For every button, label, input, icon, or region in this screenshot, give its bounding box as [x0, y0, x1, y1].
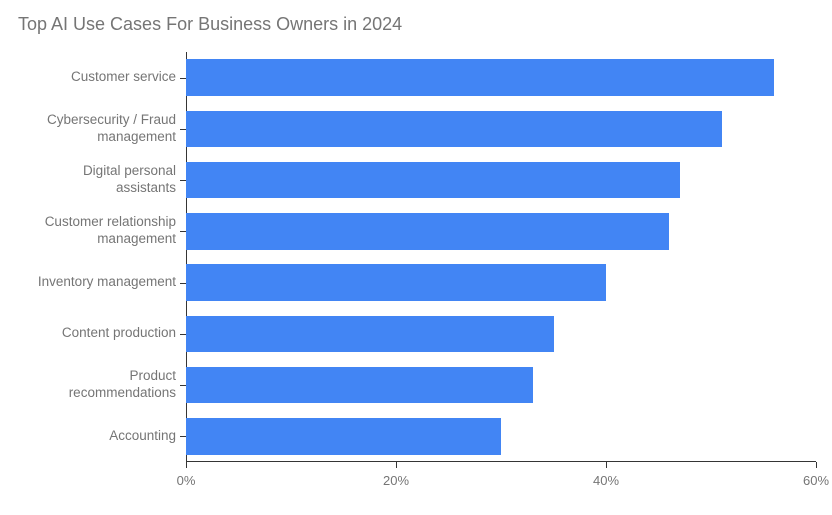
- y-tick: [180, 436, 186, 437]
- y-tick: [180, 78, 186, 79]
- y-tick: [180, 180, 186, 181]
- y-tick: [180, 231, 186, 232]
- y-axis-label: Content production: [6, 316, 176, 352]
- y-axis-label: Inventory management: [6, 264, 176, 300]
- y-axis-label: Customer service: [6, 59, 176, 95]
- plot-area: 0%20%40%60%Customer serviceCybersecurity…: [186, 52, 816, 462]
- bar: [186, 316, 554, 352]
- y-axis-label: Accounting: [6, 418, 176, 454]
- x-tick: [396, 462, 397, 468]
- bar: [186, 59, 774, 95]
- y-axis-label: Product recommendations: [6, 367, 176, 403]
- y-tick: [180, 385, 186, 386]
- bar: [186, 111, 722, 147]
- bar: [186, 213, 669, 249]
- y-axis-label: Cybersecurity / Fraud management: [6, 111, 176, 147]
- y-tick: [180, 283, 186, 284]
- x-tick-label: 60%: [803, 473, 829, 488]
- bar: [186, 418, 501, 454]
- x-tick-label: 20%: [383, 473, 409, 488]
- chart-title: Top AI Use Cases For Business Owners in …: [18, 14, 402, 35]
- bar: [186, 367, 533, 403]
- x-tick: [186, 462, 187, 468]
- y-axis-label: Digital personal assistants: [6, 162, 176, 198]
- x-tick: [816, 462, 817, 468]
- x-tick-label: 40%: [593, 473, 619, 488]
- x-tick-label: 0%: [177, 473, 196, 488]
- y-tick: [180, 129, 186, 130]
- y-axis-label: Customer relationship management: [6, 213, 176, 249]
- bar: [186, 162, 680, 198]
- y-tick: [180, 334, 186, 335]
- chart-container: Top AI Use Cases For Business Owners in …: [0, 0, 832, 515]
- bar: [186, 264, 606, 300]
- x-axis-line: [186, 461, 816, 462]
- x-tick: [606, 462, 607, 468]
